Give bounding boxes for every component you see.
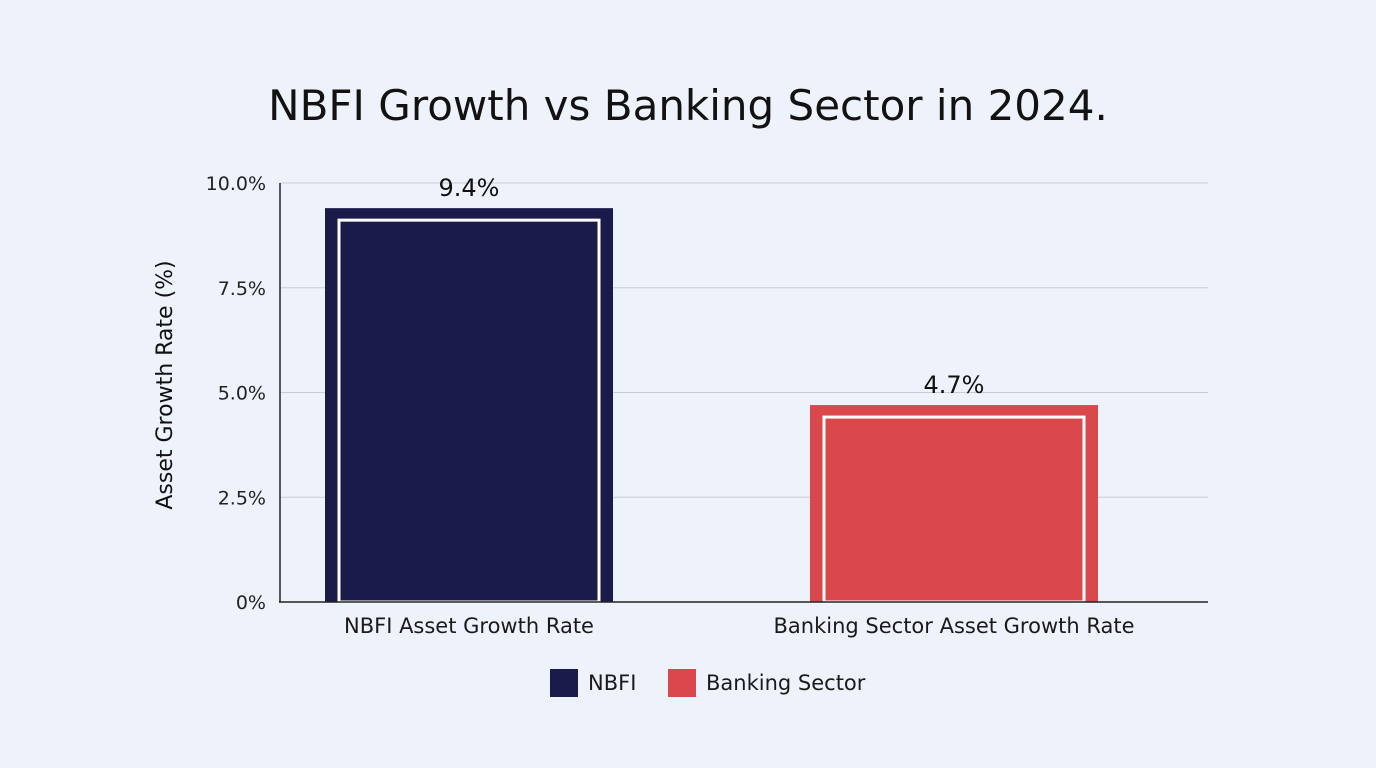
chart-title: NBFI Growth vs Banking Sector in 2024.	[268, 81, 1108, 130]
legend: NBFI Banking Sector	[550, 669, 866, 697]
legend-label: NBFI	[588, 671, 636, 695]
legend-swatch	[550, 669, 578, 697]
x-tick-label: Banking Sector Asset Growth Rate	[774, 614, 1135, 638]
y-axis-label: Asset Growth Rate (%)	[153, 260, 178, 509]
y-tick-label: 7.5%	[218, 278, 266, 300]
bar	[810, 405, 1098, 602]
y-tick-label: 0%	[236, 592, 266, 614]
data-label: 4.7%	[924, 371, 985, 399]
y-tick-label: 10.0%	[206, 173, 266, 195]
bar	[325, 208, 613, 602]
x-axis-categories: NBFI Asset Growth Rate Banking Sector Ass…	[344, 614, 1134, 638]
y-tick-label: 5.0%	[218, 383, 266, 405]
data-label: 9.4%	[439, 174, 500, 202]
bars	[325, 208, 1098, 604]
y-axis-ticks: 0% 2.5% 5.0% 7.5% 10.0%	[206, 173, 266, 614]
legend-swatch	[668, 669, 696, 697]
y-tick-label: 2.5%	[218, 487, 266, 509]
data-labels: 9.4% 4.7%	[439, 174, 985, 399]
legend-label: Banking Sector	[706, 671, 866, 695]
x-tick-label: NBFI Asset Growth Rate	[344, 614, 594, 638]
